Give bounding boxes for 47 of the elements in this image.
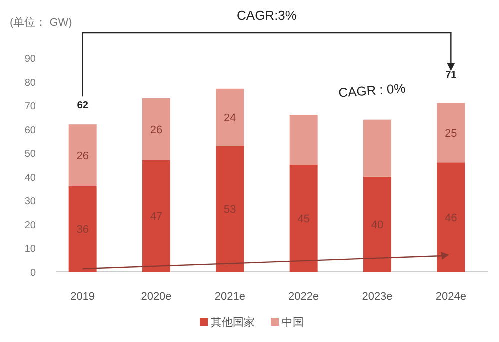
y-tick-label: 90 bbox=[24, 54, 36, 65]
text: CAGR:3% bbox=[237, 8, 298, 23]
data-label: 53 bbox=[224, 204, 236, 216]
legend-item: 中国 bbox=[271, 317, 304, 329]
x-tick-label: 2024e bbox=[436, 291, 466, 303]
bar bbox=[437, 162, 466, 272]
bar bbox=[364, 176, 392, 272]
bar bbox=[290, 115, 318, 165]
y-axis-title: (单位： GW) bbox=[10, 16, 72, 29]
bar bbox=[68, 186, 97, 272]
bar bbox=[364, 120, 392, 177]
bar bbox=[216, 88, 244, 146]
data-label: 26 bbox=[76, 150, 89, 162]
data-label: 40 bbox=[371, 219, 384, 232]
total-label: 62 bbox=[77, 100, 89, 112]
total-label: 71 bbox=[446, 70, 458, 82]
x-tick-label: 2020e bbox=[141, 291, 172, 303]
data-label: 47 bbox=[150, 211, 163, 224]
data-label: 45 bbox=[298, 214, 310, 226]
bar bbox=[142, 98, 170, 160]
data-label: 36 bbox=[76, 224, 89, 236]
y-tick-label: 50 bbox=[24, 149, 36, 160]
y-tick-label: 60 bbox=[24, 125, 36, 136]
legend-label: 其他国家 bbox=[211, 316, 255, 329]
bar bbox=[142, 160, 170, 272]
data-label: 24 bbox=[224, 112, 236, 124]
bar bbox=[68, 124, 97, 186]
y-tick-label: 10 bbox=[24, 244, 36, 256]
legend-label: 中国 bbox=[282, 316, 304, 329]
y-tick-label: 30 bbox=[24, 196, 36, 208]
x-tick-label: 2019 bbox=[70, 291, 96, 303]
data-label: 25 bbox=[445, 128, 458, 140]
x-tick-label: 2023e bbox=[362, 291, 393, 303]
bar bbox=[290, 165, 318, 272]
x-tick-label: 2021e bbox=[214, 291, 246, 303]
y-tick-label: 20 bbox=[24, 220, 36, 232]
y-tick-label: 70 bbox=[24, 102, 36, 113]
y-tick-label: 0 bbox=[30, 268, 36, 279]
legend-item: 其他国家 bbox=[200, 317, 255, 329]
annotation: CAGR : 0% bbox=[338, 80, 407, 100]
bar bbox=[216, 146, 244, 272]
data-label: 26 bbox=[150, 124, 163, 136]
x-tick-label: 2022e bbox=[288, 291, 320, 303]
y-tick-label: 80 bbox=[24, 78, 36, 89]
y-tick-label: 40 bbox=[24, 172, 36, 184]
data-label: 46 bbox=[445, 212, 458, 224]
bar bbox=[437, 103, 466, 163]
